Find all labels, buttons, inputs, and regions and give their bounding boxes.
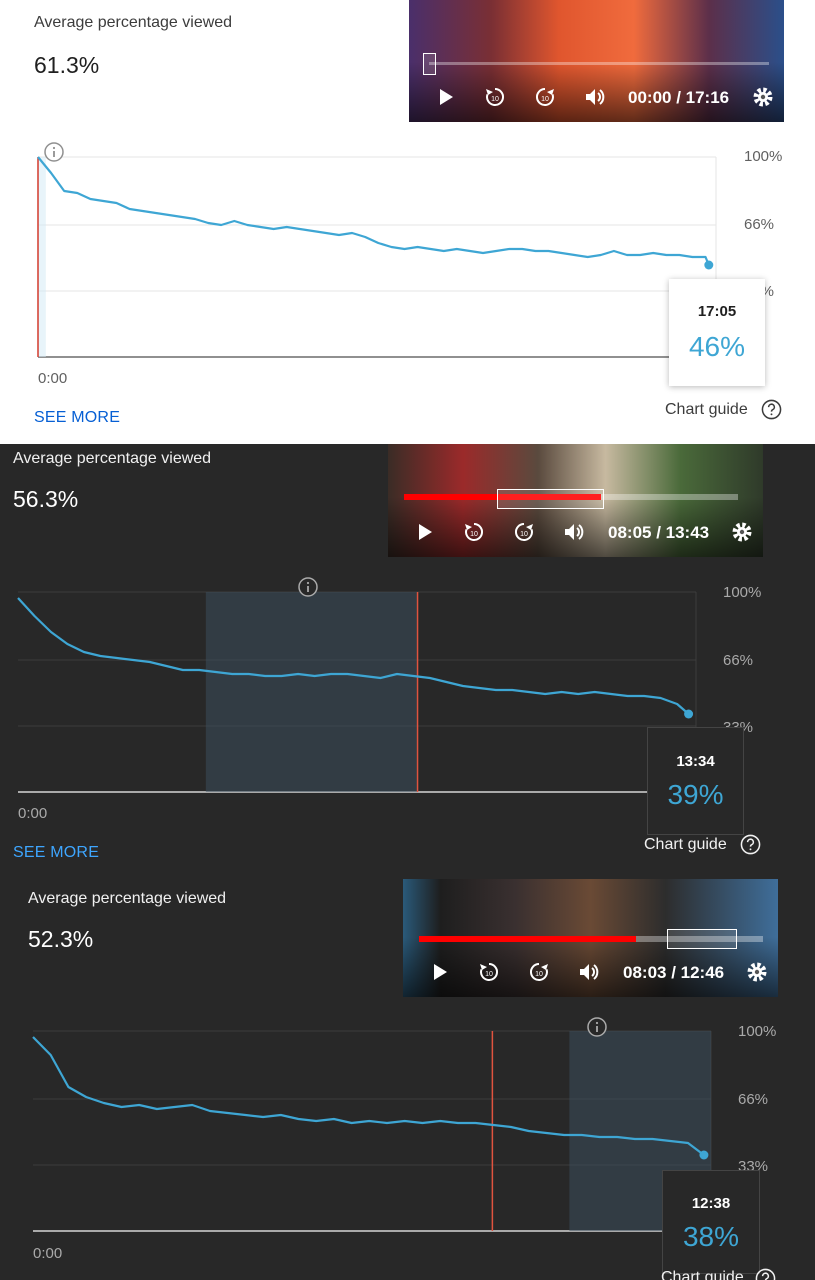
svg-text:10: 10: [520, 531, 528, 538]
metric-label: Average percentage viewed: [34, 14, 233, 31]
y-tick-100: 100%: [738, 1023, 776, 1040]
video-progress-track[interactable]: [429, 62, 769, 65]
help-circle-icon[interactable]: [740, 834, 761, 855]
svg-text:10: 10: [541, 96, 549, 103]
volume-icon[interactable]: [562, 520, 586, 544]
video-preview[interactable]: 10 10 08:03 / 12:46: [403, 879, 778, 997]
forward-10-icon[interactable]: 10: [527, 960, 551, 984]
video-time: 00:00 / 17:16: [628, 88, 730, 107]
svg-text:10: 10: [535, 971, 543, 978]
video-progress-fill: [404, 494, 602, 500]
scrub-thumbnail[interactable]: [667, 929, 737, 949]
chart-guide-link[interactable]: Chart guide: [661, 1269, 744, 1280]
chart-tooltip: 17:05 46%: [669, 279, 765, 386]
svg-text:10: 10: [485, 971, 493, 978]
metric-label: Average percentage viewed: [28, 890, 227, 907]
play-icon[interactable]: [427, 960, 451, 984]
video-progress-track[interactable]: [419, 936, 763, 942]
metric-value: 61.3%: [34, 52, 100, 78]
tooltip-percent: 39%: [667, 779, 724, 810]
tooltip-time: 12:38: [691, 1195, 731, 1212]
y-tick-100: 100%: [723, 584, 761, 601]
metric-value: 56.3%: [13, 486, 79, 512]
volume-icon[interactable]: [577, 960, 601, 984]
metric-value: 52.3%: [28, 926, 94, 952]
settings-gear-icon[interactable]: [745, 960, 769, 984]
rewind-10-icon[interactable]: 10: [477, 960, 501, 984]
retention-line: [32, 1036, 705, 1156]
chart-guide-link[interactable]: Chart guide: [644, 836, 727, 853]
info-icon[interactable]: [44, 142, 64, 162]
scrub-thumbnail[interactable]: [423, 53, 436, 75]
retention-line: [37, 156, 710, 266]
info-icon[interactable]: [298, 577, 318, 597]
play-icon[interactable]: [412, 520, 436, 544]
svg-text:10: 10: [491, 96, 499, 103]
highlight-band: [205, 592, 418, 792]
y-tick-66: 66%: [723, 652, 753, 669]
hover-point[interactable]: [684, 709, 694, 719]
video-preview[interactable]: 10 10 08:05 / 13:43: [388, 444, 763, 557]
see-more-link[interactable]: SEE MORE: [34, 409, 121, 426]
video-time: 08:05 / 13:43: [608, 523, 710, 542]
x-tick-start: 0:00: [18, 805, 47, 822]
play-icon[interactable]: [433, 85, 457, 109]
hover-point[interactable]: [699, 1150, 709, 1160]
chart-tooltip: 13:34 39%: [647, 727, 744, 835]
y-tick-100: 100%: [744, 148, 782, 165]
x-tick-start: 0:00: [33, 1245, 62, 1262]
retention-panel-3: Average percentage viewed 52.3% 10 10 08…: [0, 878, 815, 1280]
retention-panel-1: Average percentage viewed 61.3% 10 10 00…: [0, 0, 815, 444]
tooltip-percent: 38%: [682, 1221, 740, 1252]
metric-label: Average percentage viewed: [13, 450, 212, 467]
y-tick-66: 66%: [738, 1091, 768, 1108]
forward-10-icon[interactable]: 10: [512, 520, 536, 544]
scrub-thumbnail[interactable]: [497, 489, 604, 509]
tooltip-time: 13:34: [676, 753, 715, 770]
video-preview[interactable]: 10 10 00:00 / 17:16: [409, 0, 784, 122]
retention-chart[interactable]: 100% 66% 33% 0:00: [0, 444, 813, 878]
video-progress-fill: [419, 936, 636, 942]
chart-tooltip: 12:38 38%: [662, 1170, 760, 1274]
tooltip-time: 17:05: [697, 303, 737, 320]
retention-line: [17, 597, 690, 715]
tooltip-percent: 46%: [688, 331, 746, 362]
settings-gear-icon[interactable]: [751, 85, 775, 109]
y-tick-66: 66%: [744, 216, 774, 233]
x-tick-start: 0:00: [38, 370, 67, 387]
info-icon[interactable]: [587, 1017, 607, 1037]
svg-text:10: 10: [470, 531, 478, 538]
retention-panel-2: Average percentage viewed 56.3% 10 10 08…: [0, 444, 813, 878]
video-progress-track[interactable]: [404, 494, 738, 500]
forward-10-icon[interactable]: 10: [533, 85, 557, 109]
hover-point[interactable]: [704, 260, 714, 270]
help-circle-icon[interactable]: [755, 1268, 776, 1280]
rewind-10-icon[interactable]: 10: [462, 520, 486, 544]
highlight-band: [38, 157, 46, 357]
rewind-10-icon[interactable]: 10: [483, 85, 507, 109]
see-more-link[interactable]: SEE MORE: [13, 844, 100, 861]
video-time: 08:03 / 12:46: [623, 963, 725, 982]
help-circle-icon[interactable]: [761, 399, 782, 420]
chart-guide-link[interactable]: Chart guide: [665, 401, 748, 418]
settings-gear-icon[interactable]: [730, 520, 754, 544]
volume-icon[interactable]: [583, 85, 607, 109]
